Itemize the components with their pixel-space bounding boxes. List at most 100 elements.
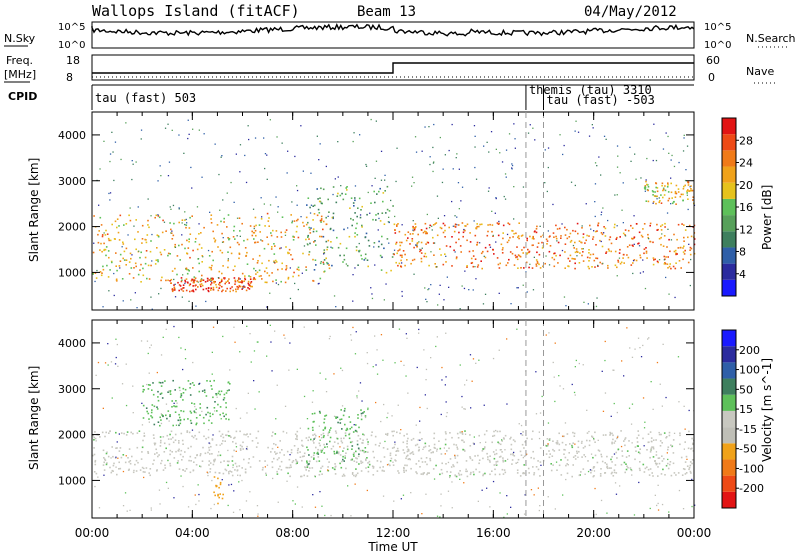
scatter-cell [517, 461, 519, 464]
scatter-cell [354, 197, 356, 199]
scatter-cell [616, 166, 619, 168]
scatter-cell [179, 419, 182, 421]
scatter-cell [284, 234, 287, 236]
scatter-cell [596, 461, 599, 464]
scatter-cell [475, 227, 478, 230]
scatter-cell [563, 448, 565, 451]
scatter-cell [526, 437, 528, 440]
scatter-cell [604, 472, 607, 474]
scatter-cell [547, 444, 549, 447]
scatter-cell [677, 223, 680, 226]
scatter-cell [276, 470, 278, 473]
scatter-cell [401, 256, 403, 258]
scatter-cell [96, 269, 98, 272]
scatter-cell [214, 494, 216, 497]
scatter-cell [526, 253, 528, 255]
scatter-cell [121, 246, 123, 248]
scatter-cell [173, 402, 175, 404]
scatter-cell [581, 440, 583, 443]
scatter-cell [437, 217, 439, 219]
scatter-cell [93, 436, 95, 439]
scatter-cell [352, 326, 354, 329]
scatter-cell [690, 247, 693, 250]
scatter-cell [297, 218, 299, 221]
scatter-cell [391, 256, 394, 258]
scatter-cell [445, 463, 447, 465]
scatter-cell [339, 454, 342, 456]
scatter-cell [149, 468, 152, 470]
scatter-cell [306, 446, 308, 449]
scatter-cell [617, 448, 620, 451]
scatter-cell [318, 436, 320, 438]
scatter-cell [337, 192, 339, 195]
scatter-cell [398, 328, 401, 330]
scatter-cell [553, 236, 555, 238]
scatter-cell [456, 432, 459, 435]
scatter-cell [109, 430, 111, 433]
scatter-cell [611, 461, 613, 463]
scatter-cell [152, 434, 155, 436]
scatter-cell [115, 278, 118, 281]
scatter-cell [242, 441, 244, 444]
scatter-cell [343, 475, 346, 477]
scatter-cell [453, 249, 455, 252]
scatter-cell [635, 178, 637, 180]
scatter-cell [104, 435, 106, 438]
scatter-cell [294, 282, 296, 285]
scatter-cell [275, 279, 277, 281]
scatter-cell [669, 463, 671, 466]
scatter-cell [486, 234, 489, 237]
scatter-cell [106, 451, 108, 453]
scatter-cell [596, 230, 598, 232]
scatter-cell [180, 288, 183, 291]
scatter-cell [319, 219, 322, 222]
scatter-cell [332, 212, 335, 215]
scatter-cell [432, 236, 434, 239]
scatter-cell [319, 470, 322, 473]
scatter-cell [115, 447, 117, 449]
scatter-cell [178, 336, 180, 339]
scatter-cell [238, 217, 241, 219]
scatter-cell [322, 261, 325, 264]
scatter-cell [509, 438, 511, 440]
scatter-cell [388, 242, 390, 244]
scatter-cell [152, 463, 154, 465]
scatter-cell [410, 452, 413, 454]
scatter-cell [275, 259, 277, 262]
scatter-cell [609, 434, 611, 436]
scatter-cell [145, 407, 148, 409]
scatter-cell [603, 232, 605, 234]
scatter-cell [659, 440, 662, 442]
scatter-cell [151, 416, 154, 419]
scatter-cell [324, 514, 326, 517]
scatter-cell [550, 463, 552, 465]
scatter-cell [320, 218, 323, 220]
scatter-cell [179, 422, 182, 425]
scatter-cell [192, 267, 194, 269]
scatter-cell [118, 468, 120, 470]
velocity-panel-frame [91, 319, 695, 519]
scatter-cell [318, 460, 321, 462]
scatter-cell [679, 195, 682, 198]
scatter-cell [180, 277, 183, 279]
scatter-cell [202, 288, 205, 291]
scatter-cell [231, 286, 233, 288]
scatter-cell [189, 455, 192, 458]
scatter-cell [458, 238, 460, 241]
scatter-cell [464, 430, 466, 432]
scatter-cell [660, 225, 662, 228]
scatter-cell [613, 226, 616, 229]
scatter-cell [315, 230, 318, 233]
scatter-cell [424, 222, 427, 225]
scatter-cell [220, 281, 222, 283]
scatter-cell [354, 199, 356, 202]
scatter-cell [645, 200, 648, 202]
scatter-cell [377, 212, 379, 215]
scatter-cell [492, 435, 494, 437]
scatter-cell [414, 223, 417, 225]
scatter-cell [239, 447, 242, 450]
scatter-cell [191, 187, 193, 189]
scatter-cell [638, 231, 641, 234]
scatter-cell [198, 223, 200, 225]
scatter-cell [502, 232, 504, 234]
